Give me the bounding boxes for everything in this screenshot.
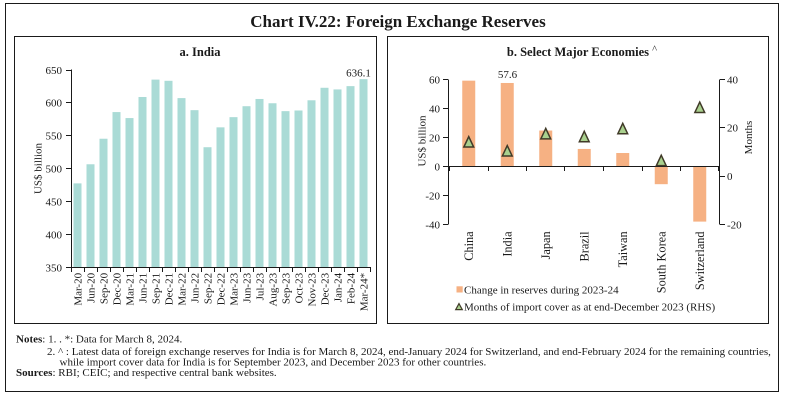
svg-text:400: 400 — [46, 229, 63, 241]
svg-text:US$ billion: US$ billion — [417, 115, 429, 167]
svg-text:Mar-23: Mar-23 — [228, 272, 240, 305]
svg-text:500: 500 — [46, 164, 63, 176]
svg-text:Taiwan: Taiwan — [616, 231, 630, 267]
svg-text:40: 40 — [429, 103, 441, 115]
svg-text:Sep-23: Sep-23 — [280, 272, 292, 304]
svg-text:60: 60 — [429, 74, 441, 86]
svg-text:Jun-23: Jun-23 — [241, 272, 253, 302]
svg-text:Jun-20: Jun-20 — [85, 272, 97, 302]
svg-text:Japan: Japan — [539, 231, 553, 259]
svg-text:Dec-20: Dec-20 — [111, 272, 123, 305]
svg-text:-40: -40 — [425, 219, 440, 231]
svg-text:2. ^ : Latest data of foreign: 2. ^ : Latest data of foreign exchange r… — [47, 346, 771, 358]
svg-text:India: India — [501, 231, 515, 257]
svg-text:US$ billion: US$ billion — [33, 142, 45, 194]
svg-text:Mar-22: Mar-22 — [176, 273, 188, 306]
svg-text:Sep-21: Sep-21 — [150, 273, 162, 304]
svg-text:350: 350 — [46, 262, 63, 274]
svg-text:b. Select Major Economies ^: b. Select Major Economies ^ — [507, 45, 657, 60]
svg-text:Jan-24: Jan-24 — [332, 272, 344, 302]
svg-text:40: 40 — [727, 74, 739, 86]
svg-text:0: 0 — [435, 161, 441, 173]
svg-text:Mar-21: Mar-21 — [124, 273, 136, 306]
svg-text:China: China — [462, 231, 476, 261]
svg-text:Sep-20: Sep-20 — [98, 272, 110, 304]
svg-text:Dec-21: Dec-21 — [163, 273, 175, 305]
svg-text:650: 650 — [46, 65, 63, 77]
svg-text:Nov-23: Nov-23 — [306, 272, 318, 306]
svg-text:20: 20 — [429, 132, 441, 144]
svg-text:Months of import cover as at e: Months of import cover as at end-Decembe… — [464, 301, 715, 313]
svg-text:Aug-23: Aug-23 — [267, 272, 279, 306]
svg-text:550: 550 — [46, 131, 63, 143]
svg-text:Mar-20: Mar-20 — [72, 272, 84, 305]
svg-text:Mar-24*: Mar-24* — [358, 273, 370, 311]
svg-text:Change in reserves during 2023: Change in reserves during 2023-24 — [464, 285, 619, 297]
svg-text:Switzerland: Switzerland — [693, 231, 707, 290]
svg-text:Sep-22: Sep-22 — [202, 273, 214, 304]
svg-text:636.1: 636.1 — [346, 68, 371, 80]
svg-text:South Korea: South Korea — [655, 231, 669, 293]
svg-text:57.6: 57.6 — [498, 69, 518, 81]
svg-text:Dec-22: Dec-22 — [215, 273, 227, 305]
svg-text:Brazil: Brazil — [578, 231, 592, 262]
svg-text:Notes: 1. . *: Data for March: Notes: 1. . *: Data for March 8, 2024. — [16, 334, 182, 346]
svg-text:450: 450 — [46, 196, 63, 208]
svg-text:Chart IV.22: Foreign Exchange: Chart IV.22: Foreign Exchange Reserves — [250, 12, 546, 31]
svg-text:600: 600 — [46, 98, 63, 110]
svg-text:Oct-23: Oct-23 — [293, 272, 305, 303]
svg-text:Jun-21: Jun-21 — [137, 273, 149, 303]
svg-text:-20: -20 — [727, 219, 742, 231]
svg-text:Feb-24: Feb-24 — [345, 272, 357, 304]
svg-text:Dec-23: Dec-23 — [319, 272, 331, 305]
svg-text:while import cover data for In: while import cover data for India is for… — [60, 357, 487, 369]
svg-text:Sources: RBI; CEIC; and respec: Sources: RBI; CEIC; and respective centr… — [16, 367, 277, 379]
svg-text:0: 0 — [727, 171, 733, 183]
svg-text:Jul-23: Jul-23 — [254, 272, 266, 300]
svg-text:Jun-22: Jun-22 — [189, 273, 201, 303]
svg-text:20: 20 — [727, 123, 739, 135]
svg-text:-20: -20 — [425, 190, 440, 202]
svg-text:Months: Months — [743, 121, 755, 155]
svg-text:a. India: a. India — [180, 45, 222, 59]
